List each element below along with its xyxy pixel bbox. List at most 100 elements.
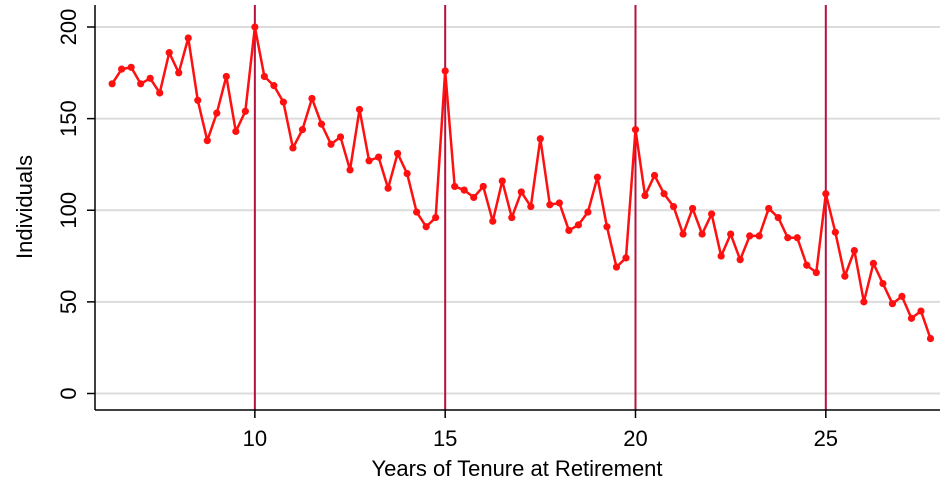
data-point xyxy=(746,232,754,240)
data-point xyxy=(241,107,249,115)
data-point xyxy=(222,72,230,81)
data-point xyxy=(508,213,516,222)
data-point xyxy=(679,230,687,238)
data-point xyxy=(765,204,773,213)
data-point xyxy=(574,221,583,229)
data-point xyxy=(907,314,916,322)
data-point xyxy=(641,191,649,200)
data-point xyxy=(346,166,354,174)
data-point xyxy=(841,272,849,280)
data-point xyxy=(355,105,364,114)
data-point xyxy=(308,94,316,103)
data-point xyxy=(413,208,421,216)
data-point xyxy=(403,169,411,178)
y-tick-label: 100 xyxy=(56,192,81,229)
data-point xyxy=(479,182,487,191)
data-point xyxy=(850,246,858,255)
data-point xyxy=(869,259,877,267)
data-point xyxy=(422,223,430,231)
data-point xyxy=(822,190,830,198)
data-point xyxy=(298,126,307,134)
data-point xyxy=(489,217,497,225)
y-axis-label: Individuals xyxy=(12,155,37,259)
data-point xyxy=(584,208,592,216)
data-line xyxy=(111,25,932,339)
data-point xyxy=(127,63,135,71)
data-point xyxy=(432,213,440,222)
data-point xyxy=(565,226,573,235)
data-point xyxy=(527,202,535,211)
data-point xyxy=(470,193,478,202)
data-point xyxy=(156,89,164,97)
data-point xyxy=(451,182,459,191)
data-point xyxy=(327,140,335,148)
data-point xyxy=(137,80,145,88)
data-point xyxy=(460,186,468,194)
data-point xyxy=(536,135,544,143)
data-point xyxy=(498,177,506,185)
data-point xyxy=(727,230,735,238)
data-point xyxy=(546,201,554,209)
data-point xyxy=(717,252,725,260)
data-point xyxy=(669,202,678,211)
data-point xyxy=(603,223,611,231)
data-point xyxy=(232,127,240,136)
data-point xyxy=(774,213,782,222)
x-tick-label: 20 xyxy=(623,426,647,451)
data-point xyxy=(812,268,820,277)
data-point xyxy=(555,199,563,207)
data-point xyxy=(593,173,602,181)
data-point xyxy=(622,254,630,262)
data-point xyxy=(831,228,839,236)
data-point xyxy=(194,96,202,104)
y-tick-label: 200 xyxy=(56,9,81,46)
y-tick-label: 150 xyxy=(56,100,81,137)
x-axis-label: Years of Tenure at Retirement xyxy=(371,456,662,481)
data-point xyxy=(917,307,925,315)
data-point xyxy=(441,67,449,75)
data-point xyxy=(165,49,173,57)
data-point xyxy=(384,184,392,192)
data-point xyxy=(898,292,906,300)
data-point xyxy=(146,74,154,82)
data-point xyxy=(175,69,183,77)
data-point xyxy=(184,34,192,42)
data-point xyxy=(650,171,659,180)
data-point xyxy=(784,234,792,242)
data-point xyxy=(803,261,811,269)
data-point xyxy=(660,190,668,198)
data-point xyxy=(336,133,345,141)
data-point xyxy=(118,65,126,73)
data-point xyxy=(860,298,868,306)
data-point xyxy=(374,153,383,161)
y-tick-label: 50 xyxy=(56,290,81,314)
x-tick-label: 10 xyxy=(243,426,267,451)
data-point xyxy=(612,263,621,271)
data-point xyxy=(260,72,268,81)
data-point xyxy=(289,144,297,152)
data-point xyxy=(279,98,288,106)
data-point xyxy=(203,137,211,145)
x-tick-label: 15 xyxy=(433,426,457,451)
data-point xyxy=(698,230,706,238)
data-point xyxy=(517,188,525,196)
data-point xyxy=(251,23,259,31)
data-point xyxy=(631,126,640,134)
data-point xyxy=(394,149,402,158)
data-point xyxy=(926,334,935,343)
data-point xyxy=(708,210,716,218)
data-point xyxy=(888,300,897,308)
data-point xyxy=(108,80,116,88)
data-point xyxy=(736,256,744,264)
data-point xyxy=(793,234,801,242)
data-point xyxy=(688,204,697,213)
x-tick-label: 25 xyxy=(814,426,838,451)
data-point xyxy=(317,120,326,128)
y-tick-label: 0 xyxy=(56,387,81,399)
data-point xyxy=(755,232,763,240)
data-point xyxy=(879,279,887,288)
data-point xyxy=(213,109,221,117)
data-point xyxy=(365,157,373,165)
data-point xyxy=(270,82,278,90)
